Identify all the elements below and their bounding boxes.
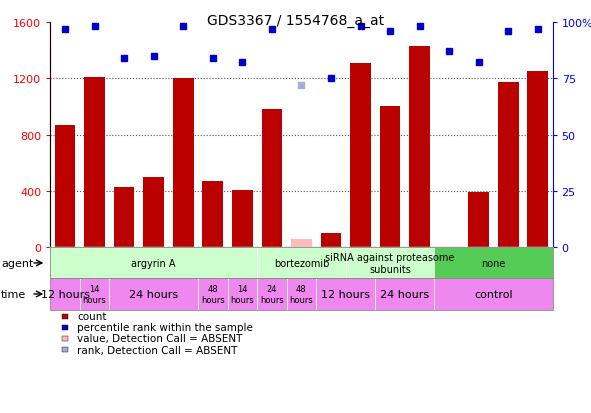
Text: time: time <box>1 289 27 299</box>
Text: bortezomib: bortezomib <box>274 258 329 268</box>
Bar <box>54 126 75 248</box>
Text: 14
hours: 14 hours <box>83 285 106 304</box>
Text: 24
hours: 24 hours <box>260 285 284 304</box>
Text: 12 hours: 12 hours <box>41 289 89 299</box>
Text: 48
hours: 48 hours <box>290 285 313 304</box>
Text: GDS3367 / 1554768_a_at: GDS3367 / 1554768_a_at <box>207 14 384 28</box>
Bar <box>202 182 223 248</box>
Text: 12 hours: 12 hours <box>322 289 370 299</box>
Text: control: control <box>474 289 513 299</box>
Text: value, Detection Call = ABSENT: value, Detection Call = ABSENT <box>77 334 242 344</box>
Text: 14
hours: 14 hours <box>230 285 254 304</box>
Bar <box>261 110 282 248</box>
Bar <box>379 107 400 248</box>
Text: argyrin A: argyrin A <box>131 258 176 268</box>
Bar <box>84 78 105 248</box>
Bar <box>527 72 548 248</box>
Bar <box>113 188 134 248</box>
Bar <box>232 190 252 248</box>
Bar <box>143 178 164 248</box>
Bar <box>350 64 371 248</box>
Bar <box>173 79 193 248</box>
Text: count: count <box>77 311 106 321</box>
Bar <box>409 47 430 248</box>
Bar <box>320 234 341 248</box>
Bar <box>291 240 311 248</box>
Text: siRNA against proteasome
subunits: siRNA against proteasome subunits <box>326 252 454 274</box>
Text: percentile rank within the sample: percentile rank within the sample <box>77 323 253 332</box>
Text: rank, Detection Call = ABSENT: rank, Detection Call = ABSENT <box>77 345 237 355</box>
Bar <box>468 193 489 248</box>
Text: 24 hours: 24 hours <box>380 289 430 299</box>
Text: 24 hours: 24 hours <box>129 289 178 299</box>
Text: 48
hours: 48 hours <box>201 285 225 304</box>
Text: none: none <box>481 258 506 268</box>
Bar <box>498 83 518 248</box>
Text: agent: agent <box>1 258 34 268</box>
